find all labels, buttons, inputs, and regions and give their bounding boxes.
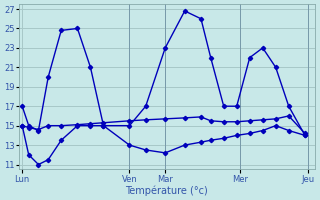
X-axis label: Température (°c): Température (°c) bbox=[125, 185, 208, 196]
